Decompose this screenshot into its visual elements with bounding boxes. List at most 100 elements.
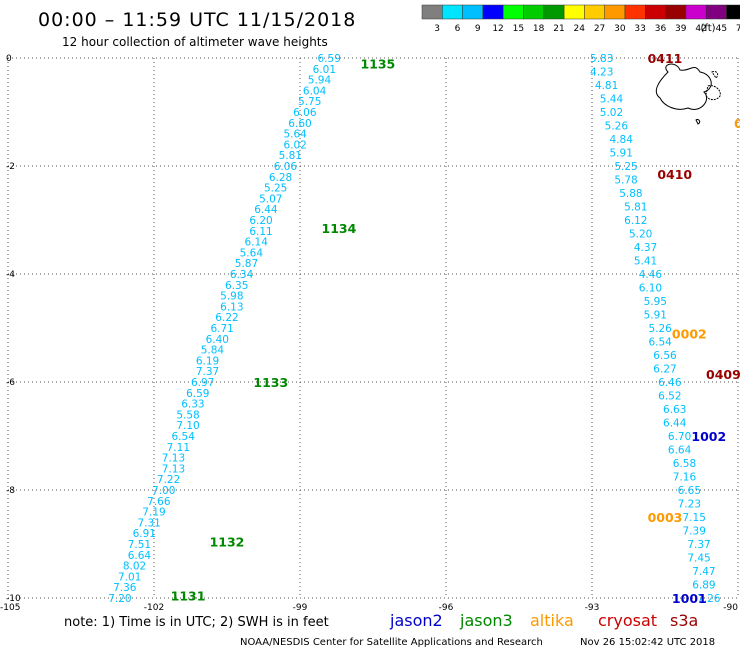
wave-height-value: 5.41 bbox=[634, 256, 657, 268]
wave-height-value: 5.88 bbox=[619, 188, 642, 200]
wave-height-value: 5.83 bbox=[590, 53, 613, 65]
wave-height-value: 6.60 bbox=[288, 118, 311, 130]
wave-height-value: 6.33 bbox=[181, 399, 204, 411]
wave-height-value: 5.58 bbox=[176, 409, 199, 421]
color-scale-swatch bbox=[442, 4, 463, 20]
wave-height-value: 6.59 bbox=[186, 388, 209, 400]
wave-height-value: 7.11 bbox=[167, 442, 190, 454]
wave-height-value: 5.64 bbox=[283, 129, 307, 141]
x-tick-label: -105 bbox=[0, 603, 20, 613]
x-tick-label: -102 bbox=[144, 603, 164, 613]
y-tick-label: -6 bbox=[6, 378, 15, 388]
color-scale-label: 36 bbox=[655, 24, 667, 34]
wave-height-value: 7.13 bbox=[162, 463, 185, 475]
wave-height-value: 6.52 bbox=[658, 391, 681, 403]
color-scale-swatch bbox=[502, 4, 524, 20]
wave-height-value: 5.84 bbox=[201, 345, 225, 357]
y-axis-ticks: 0 -2 -4 -6 -8 -10 bbox=[6, 54, 21, 604]
wave-height-value: 6.13 bbox=[220, 301, 243, 313]
wave-height-value: 7.10 bbox=[176, 420, 199, 432]
color-scale-swatch bbox=[726, 4, 740, 20]
color-scale-swatch bbox=[523, 4, 545, 20]
wave-height-value: 7.13 bbox=[162, 453, 185, 465]
footer-note: note: 1) Time is in UTC; 2) SWH is in fe… bbox=[64, 615, 329, 630]
pass-label: 1131 bbox=[171, 588, 206, 603]
wave-height-value: 7.00 bbox=[152, 485, 175, 497]
wave-height-value: 6.11 bbox=[249, 226, 272, 238]
wave-height-value: 6.64 bbox=[668, 445, 692, 457]
wave-height-value: 5.95 bbox=[644, 296, 667, 308]
color-scale-label: 24 bbox=[574, 24, 586, 34]
wave-height-value: 6.06 bbox=[293, 107, 317, 119]
wave-height-value: 5.02 bbox=[600, 107, 623, 119]
wave-height-value: 5.87 bbox=[235, 258, 258, 270]
wave-height-value: 6.35 bbox=[225, 280, 248, 292]
wave-height-value: 6.22 bbox=[215, 312, 238, 324]
wave-height-value: 5.98 bbox=[220, 291, 243, 303]
wave-height-value: 6.01 bbox=[313, 64, 336, 76]
footer-credit: NOAA/NESDIS Center for Satellite Applica… bbox=[240, 637, 543, 648]
color-scale-swatch bbox=[604, 4, 626, 20]
wave-height-value: 6.70 bbox=[668, 431, 691, 443]
chart-grid bbox=[7, 57, 739, 599]
wave-height-value: 5.44 bbox=[600, 94, 624, 106]
wave-height-value: 5.25 bbox=[264, 183, 287, 195]
wave-height-value: 6.63 bbox=[663, 404, 686, 416]
wave-height-value: 6.27 bbox=[653, 364, 676, 376]
wave-height-value: 7.19 bbox=[142, 507, 165, 519]
wave-height-value: 6.40 bbox=[206, 334, 229, 346]
wave-height-value: 6.06 bbox=[274, 161, 298, 173]
pass-label: 1002 bbox=[691, 429, 726, 444]
color-scale-label: 6 bbox=[455, 24, 461, 34]
color-scale-label: 70 bbox=[736, 24, 740, 34]
pass-labels: 1135 1134 1133 1132 1131 0411 0410 0409 0002 0003… bbox=[171, 51, 740, 606]
wave-height-value: 7.37 bbox=[687, 539, 710, 551]
color-scale-swatch bbox=[665, 4, 687, 20]
wave-height-value: 6.65 bbox=[678, 485, 701, 497]
y-tick-label: -8 bbox=[6, 486, 15, 496]
color-scale-label: 45 bbox=[716, 24, 727, 34]
pass-label: 1133 bbox=[253, 375, 288, 390]
wave-height-value: 6.44 bbox=[663, 418, 687, 430]
wave-height-value: 7.26 bbox=[697, 593, 721, 605]
wave-height-values: 6.596.015.946.045.756.066.605.646.025.81… bbox=[108, 53, 721, 605]
color-scale-label: 39 bbox=[675, 24, 687, 34]
chart-title: 00:00 – 11:59 UTC 11/15/2018 bbox=[38, 9, 356, 31]
pass-label: 1132 bbox=[210, 534, 245, 549]
wave-height-value: 6.44 bbox=[254, 204, 278, 216]
wave-height-value: 4.37 bbox=[634, 242, 657, 254]
wave-height-value: 7.22 bbox=[157, 474, 180, 486]
x-tick-label: -96 bbox=[439, 603, 454, 613]
color-scale-swatch bbox=[421, 4, 443, 20]
wave-height-value: 6.89 bbox=[692, 580, 715, 592]
legend-entry: s3a bbox=[670, 611, 698, 630]
wave-height-value: 7.36 bbox=[113, 582, 137, 594]
wave-height-value: 6.64 bbox=[128, 550, 152, 562]
wave-height-value: 6.56 bbox=[653, 350, 677, 362]
pass-label: 00 bbox=[734, 116, 740, 131]
color-scale-label: 30 bbox=[614, 24, 626, 34]
pass-label: 0410 bbox=[657, 167, 692, 182]
wave-height-value: 7.66 bbox=[147, 496, 171, 508]
wave-height-value: 7.01 bbox=[118, 571, 141, 583]
pass-label: 1134 bbox=[322, 221, 357, 236]
wave-height-value: 7.45 bbox=[687, 553, 710, 565]
wave-height-value: 6.46 bbox=[658, 377, 682, 389]
wave-height-value: 7.31 bbox=[137, 517, 160, 529]
legend-entry: jason3 bbox=[459, 611, 513, 630]
wave-height-value: 6.19 bbox=[196, 355, 219, 367]
color-scale-swatch bbox=[685, 4, 707, 20]
footer-timestamp: Nov 26 15:02:42 UTC 2018 bbox=[580, 637, 715, 648]
wave-height-value: 6.12 bbox=[624, 215, 647, 227]
satellite-legend: jason2 jason3 altika cryosat s3a bbox=[389, 611, 698, 630]
y-tick-label: 0 bbox=[6, 54, 12, 64]
color-scale-label: 12 bbox=[492, 24, 503, 34]
color-scale-label: 9 bbox=[475, 24, 481, 34]
color-scale-swatch bbox=[705, 4, 727, 20]
wave-height-value: 5.81 bbox=[624, 202, 647, 214]
wave-height-value: 6.02 bbox=[283, 139, 306, 151]
color-scale-label: 27 bbox=[594, 24, 605, 34]
legend-entry: cryosat bbox=[598, 611, 657, 630]
wave-height-value: 6.54 bbox=[172, 431, 196, 443]
